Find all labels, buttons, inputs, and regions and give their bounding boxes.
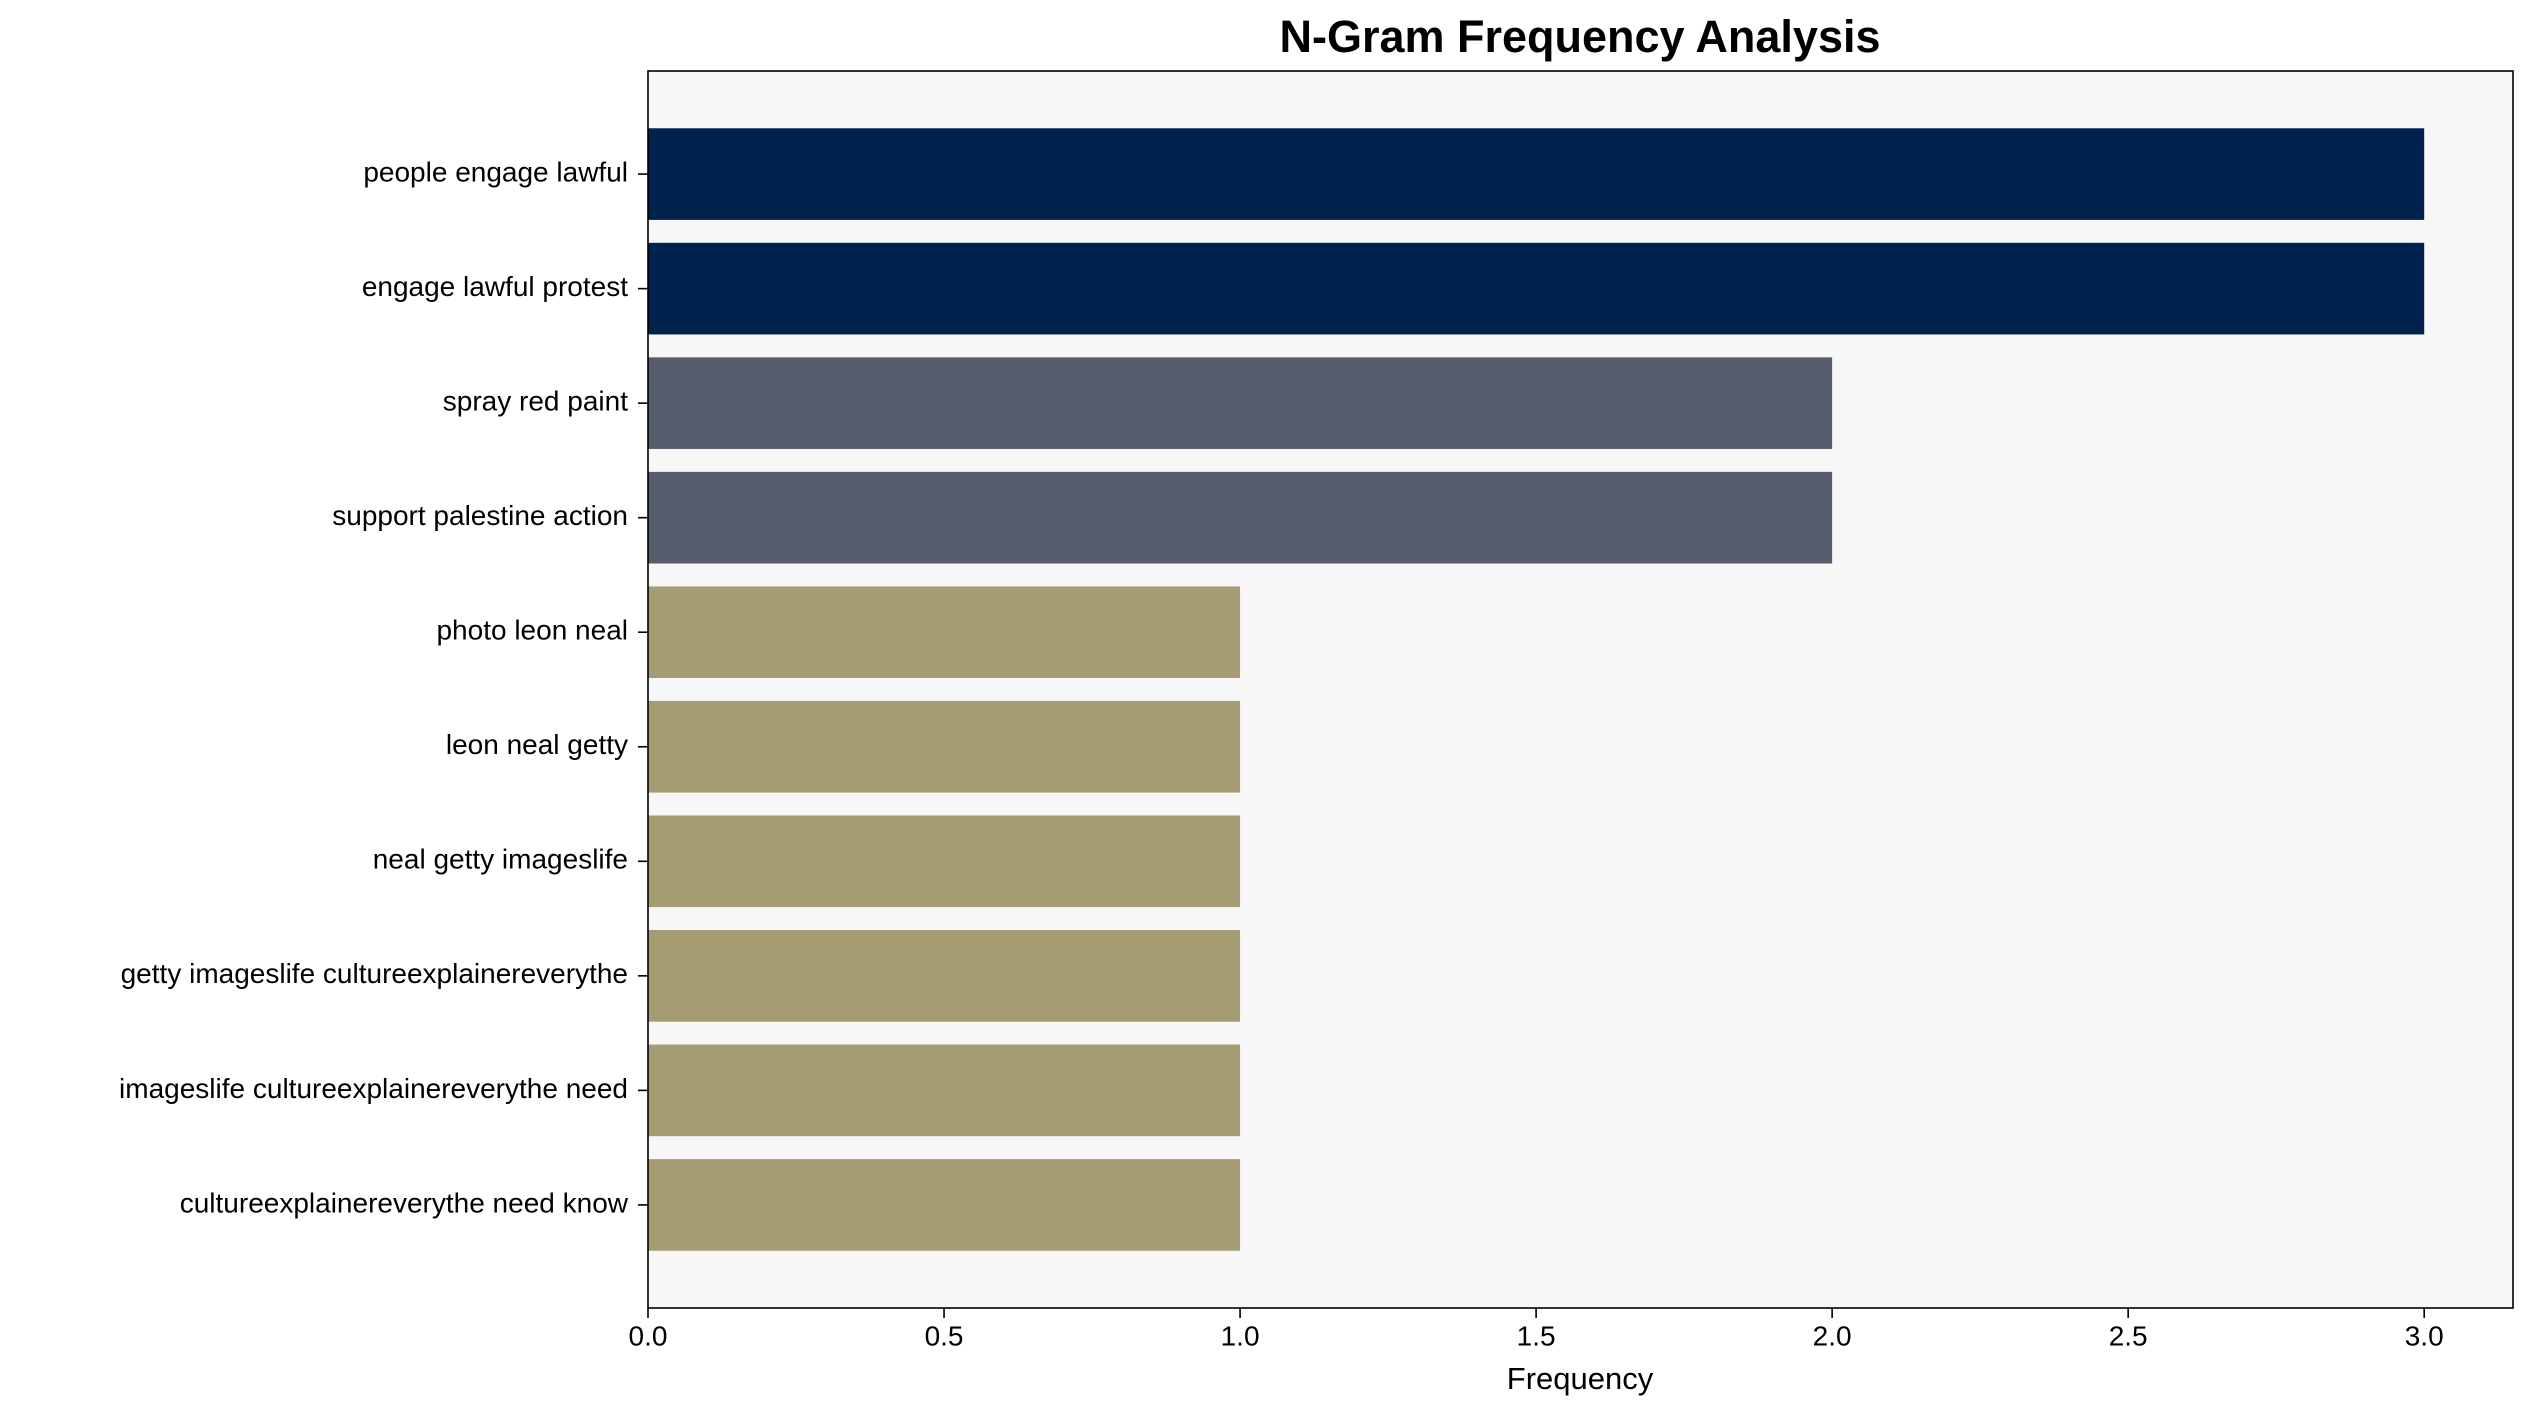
x-tick-label: 2.5 xyxy=(2109,1320,2148,1351)
bar xyxy=(648,586,1241,679)
bar xyxy=(648,242,2425,335)
bar xyxy=(648,930,1241,1022)
x-axis-label: Frequency xyxy=(1507,1361,1654,1396)
y-tick-label: getty imageslife cultureexplainereveryth… xyxy=(121,958,628,989)
bar xyxy=(648,1159,1241,1251)
plot-frame xyxy=(647,70,2514,1309)
bar xyxy=(648,357,1833,449)
bar xyxy=(648,471,1833,564)
x-tick-label: 1.0 xyxy=(1221,1320,1260,1351)
y-tick-label: neal getty imageslife xyxy=(373,844,628,875)
bar xyxy=(648,700,1241,793)
y-tick-label: spray red paint xyxy=(443,386,628,417)
chart-title: N-Gram Frequency Analysis xyxy=(1279,11,1880,62)
y-tick-label: imageslife cultureexplainereverythe need xyxy=(119,1073,628,1104)
bar xyxy=(648,128,2425,220)
x-tick-label: 0.5 xyxy=(925,1320,964,1351)
x-tick-label: 3.0 xyxy=(2405,1320,2444,1351)
x-tick-label: 0.0 xyxy=(629,1320,668,1351)
y-tick-label: leon neal getty xyxy=(446,729,628,760)
bar xyxy=(648,1044,1241,1137)
x-tick-label: 1.5 xyxy=(1517,1320,1556,1351)
y-tick-label: engage lawful protest xyxy=(362,271,628,302)
x-tick-label: 2.0 xyxy=(1813,1320,1852,1351)
y-tick-label: cultureexplainereverythe need know xyxy=(180,1187,629,1218)
y-tick-label: people engage lawful xyxy=(363,156,628,187)
y-tick-label: photo leon neal xyxy=(436,615,628,646)
bar xyxy=(648,815,1241,908)
y-tick-label: support palestine action xyxy=(332,500,628,531)
